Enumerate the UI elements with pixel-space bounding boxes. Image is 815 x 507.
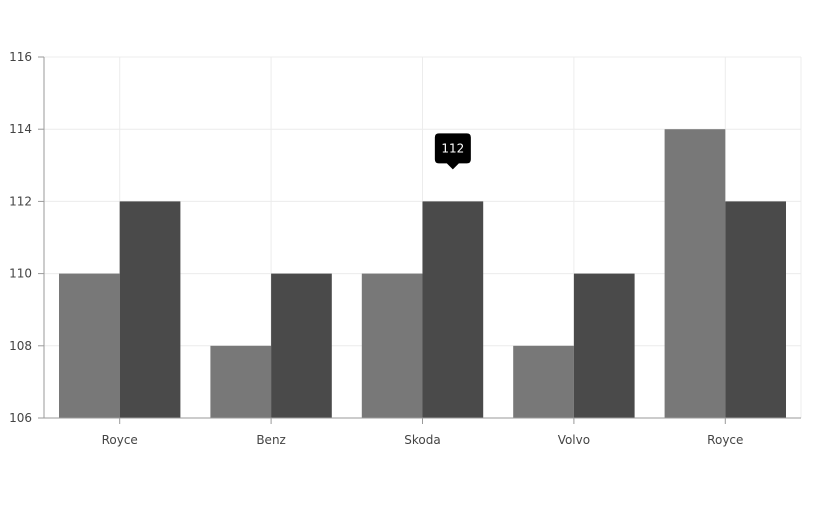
- x-category-label: Royce: [102, 433, 138, 447]
- x-category-label: Benz: [256, 433, 286, 447]
- bars: [59, 129, 786, 418]
- x-category-label: Skoda: [404, 433, 440, 447]
- y-tick-label: 108: [9, 339, 32, 353]
- x-axis-labels: Royce Benz Skoda Volvo Royce: [102, 433, 744, 447]
- bar-series-1[interactable]: [513, 345, 574, 418]
- tooltip-box: [434, 133, 471, 170]
- bar-series-1[interactable]: [361, 273, 423, 418]
- bar-series-2[interactable]: [422, 201, 484, 418]
- bar-series-2[interactable]: [271, 273, 332, 418]
- y-tick-label: 116: [9, 50, 32, 64]
- y-tick-label: 106: [9, 411, 32, 425]
- tooltip-text: 112: [441, 141, 464, 155]
- bar-series-1[interactable]: [59, 273, 120, 418]
- x-category-label: Volvo: [558, 433, 590, 447]
- y-tick-label: 112: [9, 194, 32, 208]
- bar-series-1[interactable]: [210, 345, 272, 418]
- y-tick-label: 114: [9, 122, 32, 136]
- bar-series-2[interactable]: [119, 201, 181, 418]
- y-axis-labels: 106 108 110 112 114 116: [9, 50, 32, 425]
- bar-series-1[interactable]: [664, 129, 726, 418]
- y-tick-label: 110: [9, 267, 32, 281]
- x-category-label: Royce: [707, 433, 743, 447]
- bar-series-2[interactable]: [573, 273, 635, 418]
- axes: [43, 57, 801, 419]
- bar-series-2[interactable]: [725, 201, 786, 418]
- tooltip: 112: [434, 133, 471, 170]
